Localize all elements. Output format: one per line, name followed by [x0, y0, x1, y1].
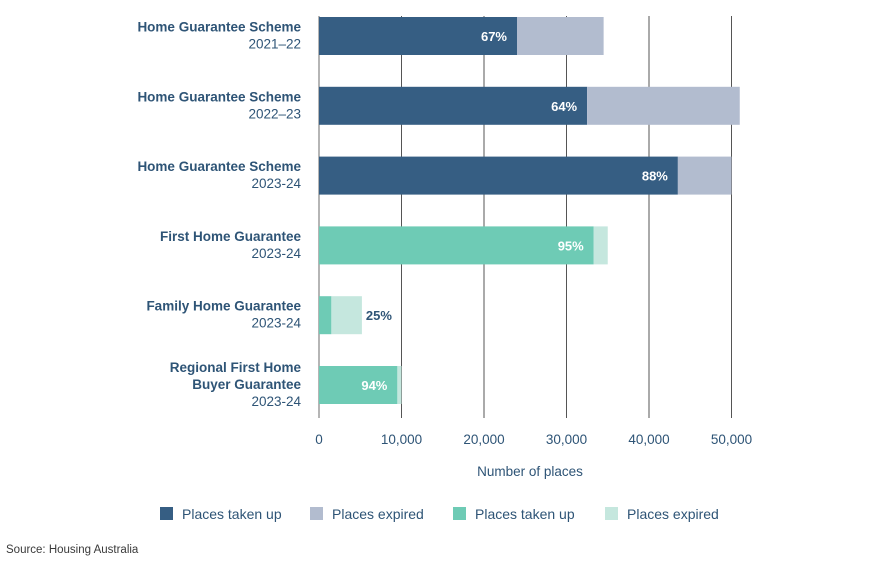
bar-places-taken-up [319, 296, 332, 335]
data-label: 88% [642, 169, 668, 184]
bar-places-expired [593, 226, 608, 265]
bar-places-expired [587, 86, 740, 125]
x-tick-label: 50,000 [711, 432, 752, 447]
legend-swatch [310, 507, 323, 520]
legend-label: Places taken up [475, 506, 575, 522]
legend-swatch [453, 507, 466, 520]
bar-places-taken-up [319, 86, 588, 125]
data-label: 64% [551, 99, 577, 114]
bar-places-expired [331, 296, 362, 335]
bar-places-expired [517, 17, 604, 55]
category-name-label: Regional First Home [170, 360, 302, 375]
x-tick-label: 40,000 [628, 432, 669, 447]
x-axis-title: Number of places [477, 464, 583, 479]
category-name-label: Home Guarantee Scheme [137, 89, 301, 104]
legend-swatch [605, 507, 618, 520]
category-period-label: 2021–22 [248, 37, 301, 52]
category-name-label: Family Home Guarantee [146, 299, 301, 314]
category-period-label: 2022–23 [248, 106, 301, 121]
data-label: 94% [361, 378, 387, 393]
legend-label: Places expired [627, 506, 719, 522]
bar-places-expired [397, 366, 402, 404]
bar-places-taken-up [319, 156, 678, 195]
legend-label: Places taken up [182, 506, 282, 522]
bar-places-taken-up [319, 366, 398, 404]
data-label: 95% [558, 238, 584, 253]
bar-places-expired [677, 156, 732, 195]
bar-places-taken-up [319, 17, 517, 55]
category-name-label: First Home Guarantee [160, 229, 302, 244]
x-tick-label: 10,000 [381, 432, 422, 447]
category-period-label: 2023-24 [251, 246, 301, 261]
category-period-label: 2023-24 [251, 316, 301, 331]
category-name-label: Buyer Guarantee [192, 377, 301, 392]
x-tick-label: 30,000 [546, 432, 587, 447]
x-tick-label: 0 [315, 432, 323, 447]
source-note: Source: Housing Australia [6, 544, 139, 556]
bar-places-taken-up [319, 226, 594, 265]
category-period-label: 2023-24 [251, 176, 301, 191]
category-period-label: 2023-24 [251, 394, 301, 409]
x-tick-label: 20,000 [463, 432, 504, 447]
data-label: 67% [481, 29, 507, 44]
legend-label: Places expired [332, 506, 424, 522]
category-name-label: Home Guarantee Scheme [137, 20, 301, 35]
category-name-label: Home Guarantee Scheme [137, 159, 301, 174]
data-label: 25% [366, 308, 392, 323]
legend-swatch [160, 507, 173, 520]
